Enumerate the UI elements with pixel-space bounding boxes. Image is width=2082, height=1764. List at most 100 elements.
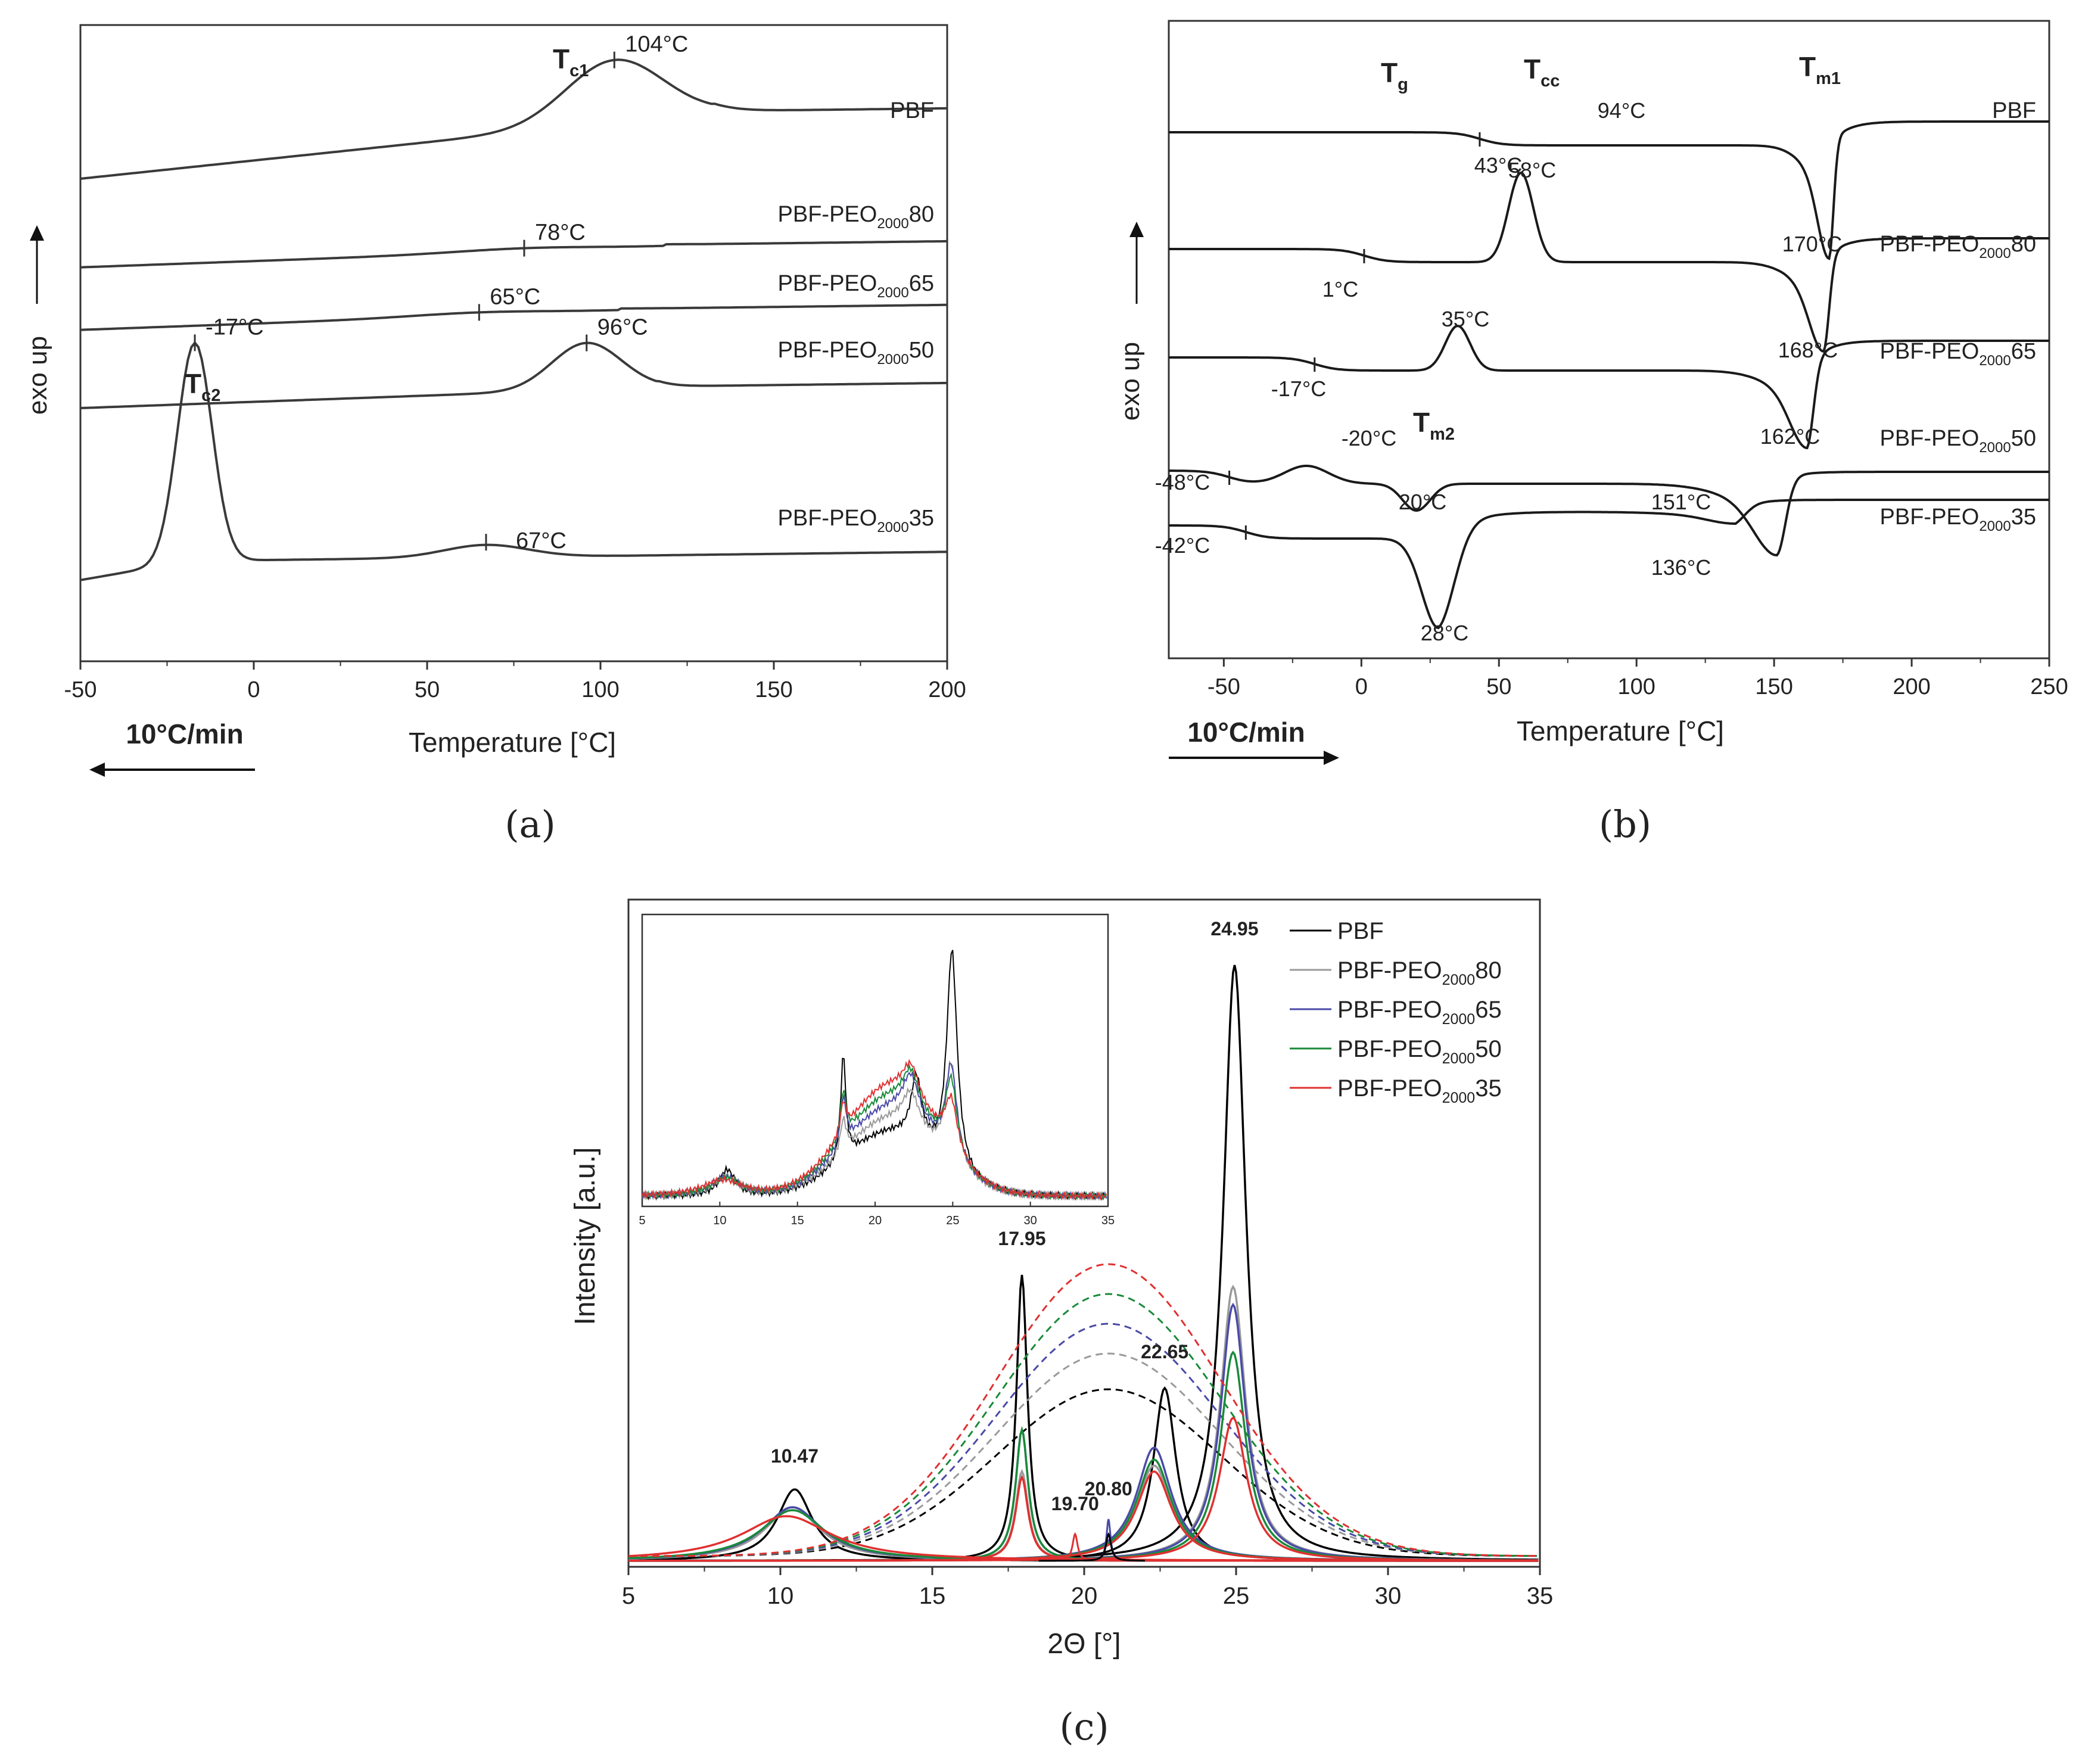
legend-entry-c: PBF-PEO200050: [1337, 1036, 1502, 1067]
x-axis-label-a: Temperature [°C]: [409, 727, 616, 758]
x-tick-label-a: 150: [755, 677, 792, 702]
panel-label-c: (c): [1059, 1705, 1109, 1749]
series-label-a: PBF-PEO200035: [778, 506, 934, 536]
x-tick-label-c: 15: [919, 1583, 946, 1609]
crystal-peak-curve: [628, 1284, 1539, 1562]
series-line-a: [80, 341, 948, 581]
legend-entry-c: PBF-PEO200080: [1337, 957, 1502, 988]
x-tick-label-b: 250: [2030, 674, 2068, 699]
peak-label-a: 104°C: [625, 32, 688, 57]
panel-label-b: (b): [1599, 802, 1651, 846]
x-tick-label-a: -50: [64, 677, 97, 702]
x-tick-label-c: 25: [1223, 1583, 1250, 1609]
transition-label-a: Tc1: [553, 43, 589, 80]
crystal-peak-curve: [628, 1416, 1539, 1562]
y-arrow-head-a: [30, 225, 44, 241]
series-label-a: PBF-PEO200065: [778, 271, 934, 301]
x-tick-label-b: 50: [1486, 674, 1511, 699]
y-axis-label-c: Intensity [a.u.]: [569, 1147, 601, 1326]
x-tick-label-a: 0: [247, 677, 260, 702]
transition-value-label-b: -20°C: [1342, 426, 1396, 450]
peak-label-a: 67°C: [516, 528, 567, 553]
series-line-a: [80, 303, 948, 331]
y-arrow-head-b: [1129, 222, 1144, 237]
transition-value-label-b: 58°C: [1508, 158, 1556, 182]
inset-series-line-c: [642, 1059, 1107, 1201]
transition-value-label-b: 162°C: [1760, 424, 1820, 449]
series-line-b: [1169, 499, 2049, 630]
peak-position-label-c: 19.70: [1051, 1493, 1099, 1514]
x-tick-label-c: 30: [1375, 1583, 1402, 1609]
inset-x-tick-label-c: 15: [791, 1214, 804, 1227]
amorphous-halo-curve: [628, 1323, 1537, 1557]
inset-x-tick-label-c: 25: [946, 1214, 959, 1227]
series-line-b: [1169, 120, 2049, 260]
transition-label-b: Tg: [1381, 57, 1408, 94]
x-tick-label-c: 5: [622, 1583, 635, 1609]
rate-label-a: 10°C/min: [126, 718, 243, 749]
x-axis-label-c: 2Θ [°]: [1047, 1628, 1121, 1660]
x-tick-label-c: 35: [1527, 1583, 1554, 1609]
transition-value-label-b: -48°C: [1155, 470, 1210, 494]
x-tick-label-a: 100: [581, 677, 619, 702]
amorphous-halo-curve: [628, 1352, 1537, 1557]
series-line-b: [1169, 324, 2049, 450]
series-label-b: PBF-PEO200080: [1880, 232, 2036, 262]
series-label-b: PBF: [1992, 98, 2036, 123]
transition-label-b: Tm1: [1799, 51, 1841, 88]
series-line-a: [80, 58, 948, 180]
x-tick-label-b: 150: [1755, 674, 1792, 699]
inset-x-tick-label-c: 10: [713, 1214, 726, 1227]
y-axis-label-a: exo up: [23, 336, 52, 415]
inset-x-tick-label-c: 30: [1024, 1214, 1037, 1227]
series-line-b: [1169, 465, 2049, 557]
inset-frame-c: [641, 913, 1109, 1208]
legend-entry-c: PBF: [1337, 918, 1384, 944]
amorphous-halo-curve: [628, 1388, 1537, 1557]
transition-value-label-b: 35°C: [1442, 307, 1489, 331]
x-tick-label-a: 50: [415, 677, 440, 702]
peak-position-label-c: 10.47: [771, 1445, 819, 1467]
peak-position-label-c: 22.65: [1141, 1341, 1188, 1362]
inset-x-tick-label-c: 5: [639, 1214, 645, 1227]
peak-position-label-c: 17.95: [998, 1228, 1045, 1249]
transition-value-label-b: 151°C: [1651, 490, 1711, 514]
rate-arrow-head-b: [1324, 751, 1339, 765]
transition-value-label-b: 1°C: [1322, 277, 1358, 301]
x-tick-label-b: 200: [1893, 674, 1930, 699]
amorphous-halo-curve: [628, 1293, 1537, 1557]
series-label-b: PBF-PEO200065: [1880, 339, 2036, 369]
inset-x-tick-label-c: 35: [1101, 1214, 1115, 1227]
series-label-a: PBF: [890, 98, 934, 123]
legend-entry-c: PBF-PEO200065: [1337, 997, 1502, 1028]
series-label-a: PBF-PEO200080: [778, 202, 934, 232]
transition-value-label-b: -42°C: [1155, 533, 1210, 558]
transition-value-label-b: 170°C: [1782, 232, 1842, 256]
transition-label-b: Tcc: [1524, 54, 1560, 91]
legend-entry-c: PBF-PEO200035: [1337, 1075, 1502, 1106]
rate-label-b: 10°C/min: [1187, 717, 1305, 748]
panel-label-a: (a): [505, 802, 555, 846]
series-label-b: PBF-PEO200035: [1880, 505, 2036, 534]
peak-label-a: 65°C: [490, 284, 540, 309]
peak-label-a: 78°C: [535, 220, 586, 245]
series-label-a: PBF-PEO200050: [778, 338, 934, 368]
series-line-a: [80, 239, 948, 269]
transition-value-label-b: 94°C: [1598, 98, 1645, 123]
series-line-b: [1169, 171, 2049, 353]
x-tick-label-b: 100: [1617, 674, 1655, 699]
transition-value-label-b: 28°C: [1421, 621, 1468, 645]
crystal-peak-curve: [628, 1386, 1539, 1562]
x-tick-label-a: 200: [928, 677, 966, 702]
peak-label-a: -17°C: [206, 315, 264, 340]
transition-value-label-b: 136°C: [1651, 555, 1711, 580]
x-tick-label-c: 10: [767, 1583, 794, 1609]
rate-arrow-head-a: [89, 763, 105, 777]
y-axis-label-b: exo up: [1116, 342, 1145, 421]
transition-label-b: Tm2: [1413, 407, 1455, 444]
series-label-b: PBF-PEO200050: [1880, 426, 2036, 456]
x-axis-label-b: Temperature [°C]: [1517, 715, 1724, 746]
transition-value-label-b: 43°C: [1474, 153, 1522, 178]
transition-value-label-b: 20°C: [1399, 490, 1446, 514]
crystal-peak-curve: [628, 1274, 1539, 1562]
